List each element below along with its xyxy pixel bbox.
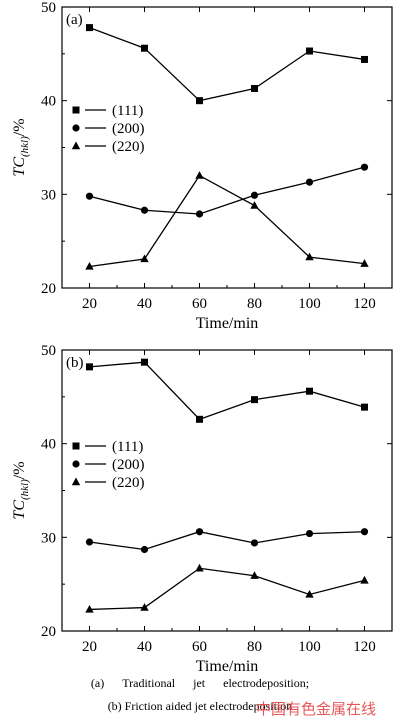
caption-a-word-1: Traditional xyxy=(122,676,176,690)
data-point-triangle xyxy=(140,603,149,611)
data-point-circle xyxy=(250,539,259,547)
x-tick-label: 20 xyxy=(82,639,97,655)
x-tick-label: 40 xyxy=(137,296,152,312)
data-point-circle xyxy=(360,163,369,171)
x-tick-label: 20 xyxy=(82,296,97,312)
x-tick-label: 120 xyxy=(353,639,376,655)
x-tick-label: 80 xyxy=(247,639,262,655)
y-tick-label: 40 xyxy=(41,437,56,453)
y-axis-label-unit: /% xyxy=(11,461,28,479)
legend-marker-circle xyxy=(72,124,80,132)
data-point-square xyxy=(141,44,148,52)
y-tick-label: 20 xyxy=(41,624,56,640)
watermark: 中国有色金属在线 xyxy=(256,700,377,718)
data-point-triangle xyxy=(195,563,204,572)
data-point-circle xyxy=(305,529,314,538)
data-point-triangle xyxy=(360,259,369,267)
data-point-triangle xyxy=(250,571,259,579)
data-point-triangle xyxy=(250,201,259,209)
data-point-square xyxy=(306,387,313,395)
y-axis-label-main: TC xyxy=(11,500,28,520)
data-point-square xyxy=(141,358,148,366)
legend-label: (111) xyxy=(112,103,143,119)
legend-marker-circle xyxy=(72,460,80,468)
x-tick-label: 100 xyxy=(298,296,321,312)
y-tick-label: 30 xyxy=(41,530,56,546)
y-tick-label: 20 xyxy=(41,281,56,297)
series-line-circle xyxy=(89,166,365,215)
data-point-square xyxy=(361,403,368,411)
series-line-square xyxy=(89,26,365,102)
series-line-triangle xyxy=(89,567,365,611)
data-point-circle xyxy=(250,191,259,199)
legend-label: (220) xyxy=(112,475,145,491)
legend-label: (200) xyxy=(112,457,145,473)
data-point-square xyxy=(86,24,93,32)
series-line-square xyxy=(89,361,365,421)
data-point-square xyxy=(306,47,313,55)
chart-panel-b: 20 40 60 80 100 12020304050Time/minTC(hkl)/%(… xyxy=(11,343,393,675)
data-point-circle xyxy=(85,538,94,546)
y-axis-label-unit: /% xyxy=(11,118,28,136)
data-point-circle xyxy=(360,528,369,536)
data-point-triangle xyxy=(305,589,314,598)
series-line-circle xyxy=(89,531,365,551)
data-point-square xyxy=(86,363,93,371)
caption-line-b: (b) Friction aided jet electrodeposition xyxy=(107,699,293,713)
y-axis-label-sub: (hkl) xyxy=(19,479,31,500)
data-point-square xyxy=(251,396,258,404)
chart-panel-a: 20 40 60 80 100 12020304050Time/minTC(hkl)/%(… xyxy=(11,0,393,332)
x-axis-label: Time/min xyxy=(196,658,259,675)
x-tick-label: 120 xyxy=(353,296,376,312)
data-point-triangle xyxy=(360,575,369,584)
data-point-triangle xyxy=(140,254,149,263)
legend-label: (200) xyxy=(112,121,145,137)
data-point-circle xyxy=(140,545,149,554)
data-point-triangle xyxy=(305,252,314,261)
y-tick-label: 30 xyxy=(41,187,56,203)
x-axis-label: Time/min xyxy=(196,315,259,332)
panel-label: (a) xyxy=(66,12,83,28)
series-line-triangle xyxy=(89,174,365,268)
y-axis-label: TC(hkl)/% xyxy=(11,118,31,176)
data-point-square xyxy=(251,84,258,92)
legend-marker-triangle xyxy=(71,477,81,486)
data-point-square xyxy=(196,97,203,105)
data-point-circle xyxy=(305,178,314,186)
data-point-triangle xyxy=(85,261,94,270)
legend-marker-square xyxy=(72,442,80,450)
caption-a-word-3: electrodeposition; xyxy=(223,676,310,690)
legend-label: (220) xyxy=(112,139,145,155)
data-point-square xyxy=(196,415,203,423)
y-axis-label-sub: (hkl) xyxy=(19,136,31,157)
caption-a-word-2: jet xyxy=(193,676,206,690)
x-tick-label: 40 xyxy=(137,639,152,655)
data-point-circle xyxy=(195,210,204,218)
data-point-circle xyxy=(195,528,204,536)
y-tick-label: 50 xyxy=(41,343,56,359)
x-tick-label: 80 xyxy=(247,296,262,312)
y-axis-label-main: TC xyxy=(11,157,28,177)
data-point-square xyxy=(361,55,368,63)
panel-label: (b) xyxy=(66,355,84,371)
caption-line-a: (a) Traditional jet electrodeposition; xyxy=(0,676,400,691)
x-tick-label: 60 xyxy=(192,639,207,655)
data-point-circle xyxy=(85,192,94,200)
legend-marker-triangle xyxy=(71,141,81,150)
caption-a-label: (a) xyxy=(90,676,105,690)
legend-label: (111) xyxy=(112,439,143,455)
data-point-triangle xyxy=(195,171,204,179)
y-tick-label: 50 xyxy=(41,0,56,16)
data-point-circle xyxy=(140,206,149,214)
legend-marker-square xyxy=(72,106,80,114)
y-tick-label: 40 xyxy=(41,94,56,110)
data-point-triangle xyxy=(85,604,94,613)
y-axis-label: TC(hkl)/% xyxy=(11,461,31,519)
x-tick-label: 100 xyxy=(298,639,321,655)
x-tick-label: 60 xyxy=(192,296,207,312)
